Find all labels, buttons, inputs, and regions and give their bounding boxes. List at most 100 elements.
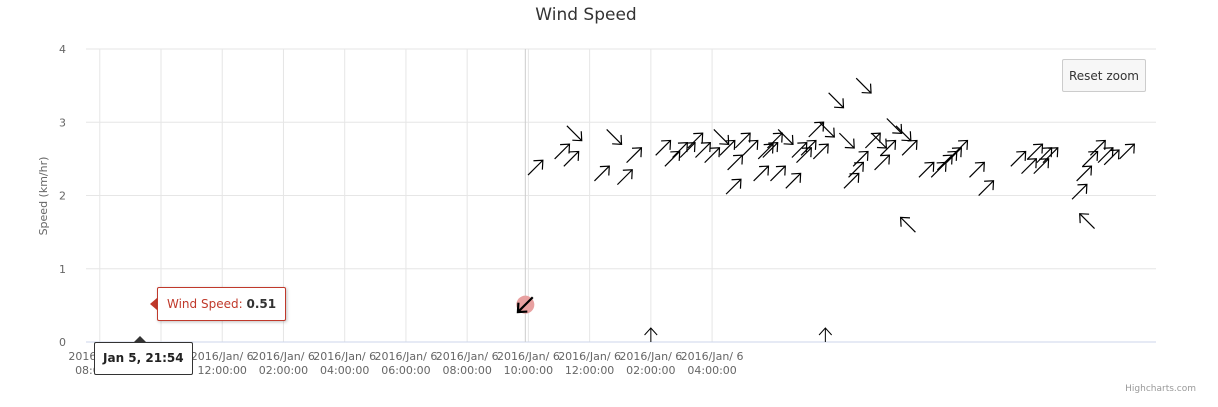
wind-arrow[interactable]	[828, 92, 845, 109]
wind-arrow[interactable]	[818, 327, 833, 342]
wind-arrow-head	[599, 165, 610, 176]
wind-arrow[interactable]	[1010, 150, 1027, 167]
wind-arrow[interactable]	[606, 129, 623, 145]
wind-arrow[interactable]	[838, 132, 855, 149]
wind-arrow[interactable]	[695, 142, 711, 158]
wind-arrow-head	[516, 302, 528, 314]
wind-arrow[interactable]	[1089, 139, 1106, 156]
wind-arrow[interactable]	[899, 216, 916, 233]
wind-arrow[interactable]	[687, 132, 704, 149]
wind-arrow-shaft	[796, 147, 812, 164]
wind-arrow[interactable]	[664, 150, 681, 167]
wind-arrow[interactable]	[777, 129, 794, 145]
wind-arrow[interactable]	[527, 159, 544, 176]
wind-arrow[interactable]	[855, 77, 872, 94]
wind-arrow-shaft	[757, 143, 774, 160]
wind-arrow[interactable]	[969, 161, 985, 178]
wind-arrow[interactable]	[742, 139, 759, 156]
wind-arrow[interactable]	[901, 139, 918, 156]
x-tick-label-time: 12:00:00	[565, 364, 614, 377]
wind-arrow-head	[533, 159, 544, 170]
wind-arrow[interactable]	[1119, 143, 1135, 160]
wind-arrow[interactable]	[978, 180, 995, 197]
wind-arrow[interactable]	[852, 150, 869, 167]
wind-arrow[interactable]	[734, 132, 751, 149]
wind-arrow-head	[1033, 143, 1044, 154]
wind-arrow[interactable]	[1021, 158, 1038, 175]
wind-arrow[interactable]	[812, 143, 829, 160]
wind-arrow-head	[892, 123, 903, 134]
wind-arrow[interactable]	[655, 139, 672, 156]
wind-arrow[interactable]	[1042, 147, 1059, 164]
wind-arrow[interactable]	[843, 172, 860, 189]
wind-arrow-shaft	[901, 140, 918, 156]
wind-arrow[interactable]	[727, 154, 744, 171]
wind-arrow-shaft	[946, 147, 962, 164]
wind-arrow[interactable]	[725, 178, 742, 195]
wind-arrow[interactable]	[918, 161, 935, 178]
wind-arrow[interactable]	[796, 147, 812, 164]
reset-zoom-button[interactable]: Reset zoom	[1062, 59, 1146, 92]
wind-arrow[interactable]	[819, 121, 835, 138]
wind-arrow[interactable]	[1027, 143, 1044, 160]
wind-arrow[interactable]	[874, 154, 891, 171]
wind-arrow[interactable]	[554, 143, 571, 160]
wind-arrow[interactable]	[616, 169, 633, 186]
wind-arrow[interactable]	[880, 139, 897, 156]
wind-arrow[interactable]	[713, 129, 730, 145]
wind-arrow[interactable]	[886, 118, 903, 134]
tooltip-series-name: Wind Speed	[167, 297, 239, 311]
wind-arrow[interactable]	[704, 147, 721, 164]
wind-arrow[interactable]	[679, 142, 696, 158]
wind-arrow[interactable]	[1033, 158, 1050, 175]
wind-arrow[interactable]	[566, 125, 583, 142]
wind-arrow-head	[942, 154, 953, 165]
wind-arrows[interactable]	[516, 77, 1135, 342]
wind-arrow[interactable]	[952, 139, 969, 156]
wind-arrow-shaft	[828, 92, 844, 109]
wind-arrow-shaft	[1079, 213, 1095, 229]
wind-arrow[interactable]	[864, 132, 881, 149]
wind-arrow-shaft	[785, 173, 802, 189]
wind-arrow[interactable]	[871, 132, 887, 149]
wind-arrow[interactable]	[1071, 183, 1088, 200]
wind-arrow[interactable]	[791, 142, 808, 158]
x-tick-label-time: 10:00:00	[504, 364, 553, 377]
wind-arrow[interactable]	[644, 327, 658, 342]
x-tick-label-date: 2016/Jan/ 6	[619, 350, 682, 363]
wind-arrow[interactable]	[719, 139, 736, 156]
wind-arrow-head	[783, 134, 794, 145]
wind-arrow-shaft	[843, 173, 860, 189]
wind-arrow[interactable]	[770, 165, 786, 182]
wind-arrow[interactable]	[1036, 147, 1053, 164]
wind-arrow-shaft	[1036, 147, 1053, 164]
wind-arrow[interactable]	[1082, 150, 1099, 167]
wind-arrow[interactable]	[848, 161, 865, 178]
wind-arrow[interactable]	[753, 165, 770, 182]
wind-arrow-head	[801, 147, 812, 158]
wind-arrow-head	[791, 172, 802, 183]
wind-arrow[interactable]	[516, 296, 534, 314]
wind-arrow-head	[818, 327, 833, 336]
wind-arrow-shaft	[554, 143, 570, 160]
wind-arrow[interactable]	[936, 154, 953, 171]
credits-link[interactable]: Highcharts.com	[1125, 384, 1196, 394]
wind-arrow-head	[1124, 143, 1135, 154]
wind-arrow-shaft	[880, 140, 896, 156]
wind-arrow[interactable]	[946, 147, 962, 164]
wind-arrow-shaft	[900, 216, 916, 233]
wind-arrow[interactable]	[757, 143, 774, 160]
wind-arrow[interactable]	[594, 165, 610, 182]
wind-arrow-head	[685, 142, 696, 153]
wind-arrow-head	[806, 139, 817, 150]
wind-arrow[interactable]	[800, 139, 817, 156]
wind-arrow[interactable]	[785, 172, 802, 189]
wind-arrow[interactable]	[762, 142, 779, 158]
wind-arrow-shaft	[1082, 151, 1099, 167]
wind-arrow[interactable]	[1076, 165, 1093, 182]
wind-arrow[interactable]	[563, 150, 580, 167]
wind-arrow[interactable]	[1079, 213, 1095, 229]
wind-arrow[interactable]	[1103, 149, 1120, 166]
wind-arrow[interactable]	[626, 147, 643, 164]
wind-arrow-shaft	[742, 140, 759, 156]
